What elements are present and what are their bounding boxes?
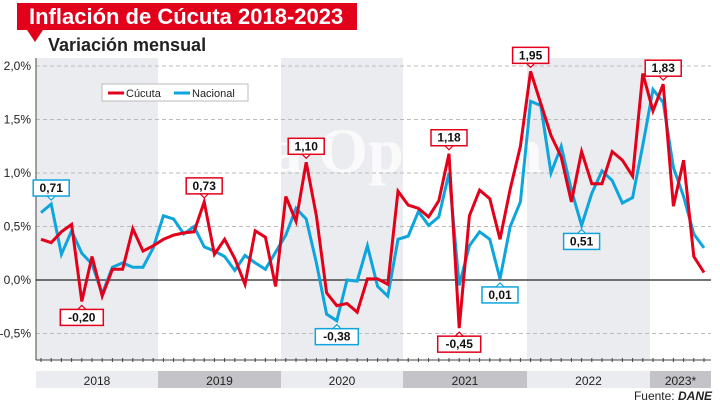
svg-text:1,95: 1,95 — [519, 48, 543, 62]
year-label-band — [281, 371, 403, 388]
data-label: 1,10 — [287, 137, 325, 160]
source-label: Fuente: — [633, 389, 675, 403]
year-label: 2018 — [84, 374, 111, 388]
legend-label-cucuta: Cúcuta — [126, 88, 162, 100]
svg-text:1,18: 1,18 — [437, 131, 461, 145]
year-label-band — [36, 371, 158, 388]
year-label: 2023* — [665, 374, 697, 388]
data-label: 0,71 — [32, 179, 70, 201]
legend-label-nacional: Nacional — [192, 88, 235, 100]
y-tick-label: 0,5% — [4, 220, 32, 234]
svg-text:-0,38: -0,38 — [323, 330, 351, 344]
data-label: -0,45 — [436, 331, 482, 353]
nacional-line — [40, 85, 706, 324]
data-label: 0,73 — [185, 177, 223, 199]
y-tick-label: 0,0% — [4, 273, 32, 287]
source-note: Fuente: DANE — [634, 389, 712, 403]
data-label: 0,01 — [481, 282, 519, 304]
legend: Cúcuta Nacional — [101, 83, 249, 102]
data-label: -0,38 — [314, 323, 360, 346]
data-label: 1,18 — [430, 128, 468, 151]
year-band — [403, 58, 527, 360]
cucuta-line — [40, 70, 706, 329]
y-tick-label: 1,0% — [4, 166, 32, 180]
watermark: La Opinión — [228, 115, 543, 186]
data-label: 1,95 — [511, 46, 550, 69]
year-band — [650, 58, 711, 360]
year-band — [281, 58, 403, 360]
title-pointer — [27, 30, 43, 42]
chart-title: Inflación de Cúcuta 2018-2023 — [17, 3, 358, 30]
year-label-band — [158, 371, 281, 388]
y-tick-label: 1,5% — [4, 113, 32, 127]
svg-text:0,73: 0,73 — [193, 179, 217, 193]
year-label: 2022 — [575, 374, 602, 388]
svg-text:0,71: 0,71 — [40, 181, 64, 195]
year-band — [527, 58, 650, 360]
year-label: 2021 — [452, 374, 479, 388]
svg-text:1,10: 1,10 — [295, 139, 319, 153]
chart-subtitle: Variación mensual — [48, 35, 207, 55]
svg-text:-0,20: -0,20 — [68, 310, 96, 324]
svg-text:-0,45: -0,45 — [446, 337, 474, 351]
svg-text:0,01: 0,01 — [488, 288, 512, 302]
year-band — [158, 58, 281, 360]
year-label-band — [403, 371, 527, 388]
data-label: 1,83 — [644, 59, 682, 82]
source-name: DANE — [677, 389, 712, 403]
year-label-band — [650, 371, 711, 388]
year-label: 2020 — [329, 374, 356, 388]
year-label-band — [527, 371, 650, 388]
data-label: 0,51 — [562, 228, 601, 251]
data-label: -0,20 — [59, 304, 105, 327]
svg-text:1,83: 1,83 — [652, 61, 676, 75]
y-tick-label: -0,5% — [0, 327, 31, 341]
svg-text:0,51: 0,51 — [570, 234, 594, 248]
y-tick-label: 2,0% — [4, 59, 32, 73]
year-label: 2019 — [206, 374, 233, 388]
